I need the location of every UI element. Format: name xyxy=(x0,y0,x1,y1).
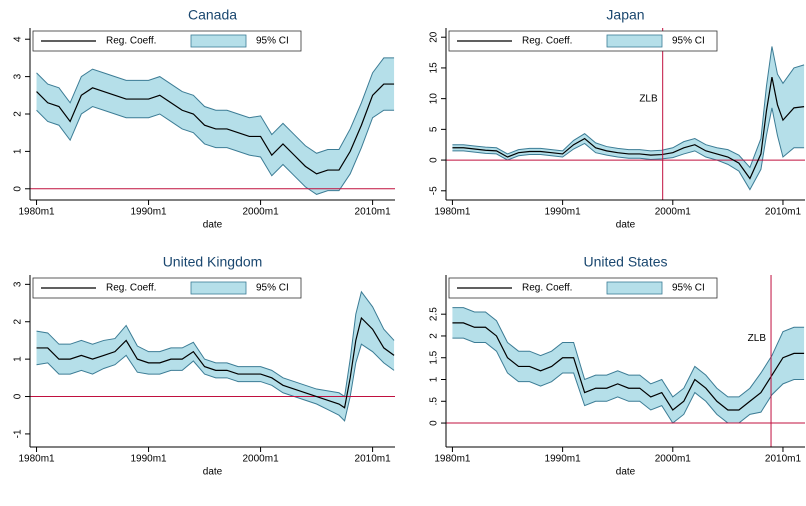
x-tick-label: 2000m1 xyxy=(655,454,692,465)
x-tick-label: 1980m1 xyxy=(18,454,55,465)
y-tick-label: 0 xyxy=(13,186,24,192)
x-axis-label: date xyxy=(203,467,223,478)
y-tick-label: 2.5 xyxy=(429,307,440,321)
legend-label: 95% CI xyxy=(672,283,705,294)
legend-swatch xyxy=(190,281,247,295)
y-tick-label: 1 xyxy=(13,356,24,362)
y-tick-label: 15 xyxy=(429,62,440,74)
ci-upper xyxy=(36,290,395,398)
panel: ZLB 0 .5 1 1.5 2 2.5 1980m1 1990m1 2000m1 2010m1 da… xyxy=(429,254,805,478)
legend-swatch xyxy=(606,34,663,48)
legend-swatch xyxy=(606,281,663,295)
panel: 0 1 2 3 4 1980m1 1990m1 2000m1 2010m1 date Canada R… xyxy=(13,7,395,231)
x-tick-label: 2000m1 xyxy=(243,454,280,465)
x-axis-label: date xyxy=(616,220,636,231)
chart-title: United States xyxy=(583,254,667,270)
x-tick-label: 2000m1 xyxy=(243,207,280,218)
x-axis-label: date xyxy=(203,220,223,231)
legend-label: 95% CI xyxy=(256,36,289,47)
ci-band xyxy=(36,57,395,195)
y-tick-label: 10 xyxy=(429,93,440,105)
y-tick-label: 0 xyxy=(429,420,440,426)
y-tick-label: -1 xyxy=(13,429,24,438)
x-tick-label: 1990m1 xyxy=(130,454,167,465)
ci-upper xyxy=(452,307,805,398)
panel: ZLB -5 0 5 10 15 20 1980m1 1990m1 2000m1 2010m1 dat… xyxy=(429,7,805,231)
ci-band xyxy=(452,307,805,424)
x-tick-label: 1990m1 xyxy=(130,207,167,218)
annotation: ZLB xyxy=(748,333,767,344)
ci-upper xyxy=(452,46,805,169)
y-tick-label: 4 xyxy=(13,36,24,42)
ci-lower xyxy=(36,105,395,195)
x-tick-label: 2010m1 xyxy=(765,207,802,218)
x-tick-label: 1980m1 xyxy=(434,454,471,465)
x-tick-label: 2010m1 xyxy=(765,454,802,465)
y-tick-label: 2 xyxy=(13,111,24,117)
coefficient-line xyxy=(36,83,395,175)
ci-upper xyxy=(36,57,395,154)
y-tick-label: 0 xyxy=(13,393,24,399)
y-tick-label: 1.5 xyxy=(429,350,440,364)
legend-label: Reg. Coeff. xyxy=(106,283,156,294)
legend-label: 95% CI xyxy=(256,283,289,294)
ci-lower xyxy=(452,337,805,424)
x-tick-label: 2000m1 xyxy=(655,207,692,218)
x-tick-label: 2010m1 xyxy=(355,207,392,218)
legend-label: Reg. Coeff. xyxy=(522,283,572,294)
x-axis-label: date xyxy=(616,467,636,478)
y-tick-label: 2 xyxy=(13,319,24,325)
y-tick-label: 3 xyxy=(13,281,24,287)
legend-label: Reg. Coeff. xyxy=(522,36,572,47)
y-tick-label: 5 xyxy=(429,126,440,132)
legend-label: Reg. Coeff. xyxy=(106,36,156,47)
y-tick-label: -5 xyxy=(429,186,440,195)
ci-lower xyxy=(452,107,805,191)
ci-band xyxy=(452,46,805,190)
coefficient-line xyxy=(452,77,805,180)
x-tick-label: 2010m1 xyxy=(355,454,392,465)
legend-swatch xyxy=(190,34,247,48)
y-tick-label: 20 xyxy=(429,31,440,43)
legend-label: 95% CI xyxy=(672,36,705,47)
chart-title: United Kingdom xyxy=(163,254,263,270)
x-tick-label: 1980m1 xyxy=(434,207,471,218)
y-tick-label: 1 xyxy=(429,376,440,382)
ci-lower xyxy=(36,343,395,422)
y-tick-label: 3 xyxy=(13,73,24,79)
panel: -1 0 1 2 3 1980m1 1990m1 2000m1 2010m1 date United… xyxy=(13,254,395,478)
x-tick-label: 1980m1 xyxy=(18,207,55,218)
y-tick-label: 2 xyxy=(429,333,440,339)
ci-band xyxy=(36,291,395,421)
x-tick-label: 1990m1 xyxy=(545,207,582,218)
chart-title: Canada xyxy=(188,7,237,23)
chart-title: Japan xyxy=(606,7,644,23)
x-tick-label: 1990m1 xyxy=(545,454,582,465)
y-tick-label: 0 xyxy=(429,157,440,163)
y-tick-label: 1 xyxy=(13,148,24,154)
annotation: ZLB xyxy=(639,93,658,104)
y-tick-label: .5 xyxy=(429,397,440,406)
coefficient-line xyxy=(452,322,805,411)
coefficient-line xyxy=(36,316,395,409)
